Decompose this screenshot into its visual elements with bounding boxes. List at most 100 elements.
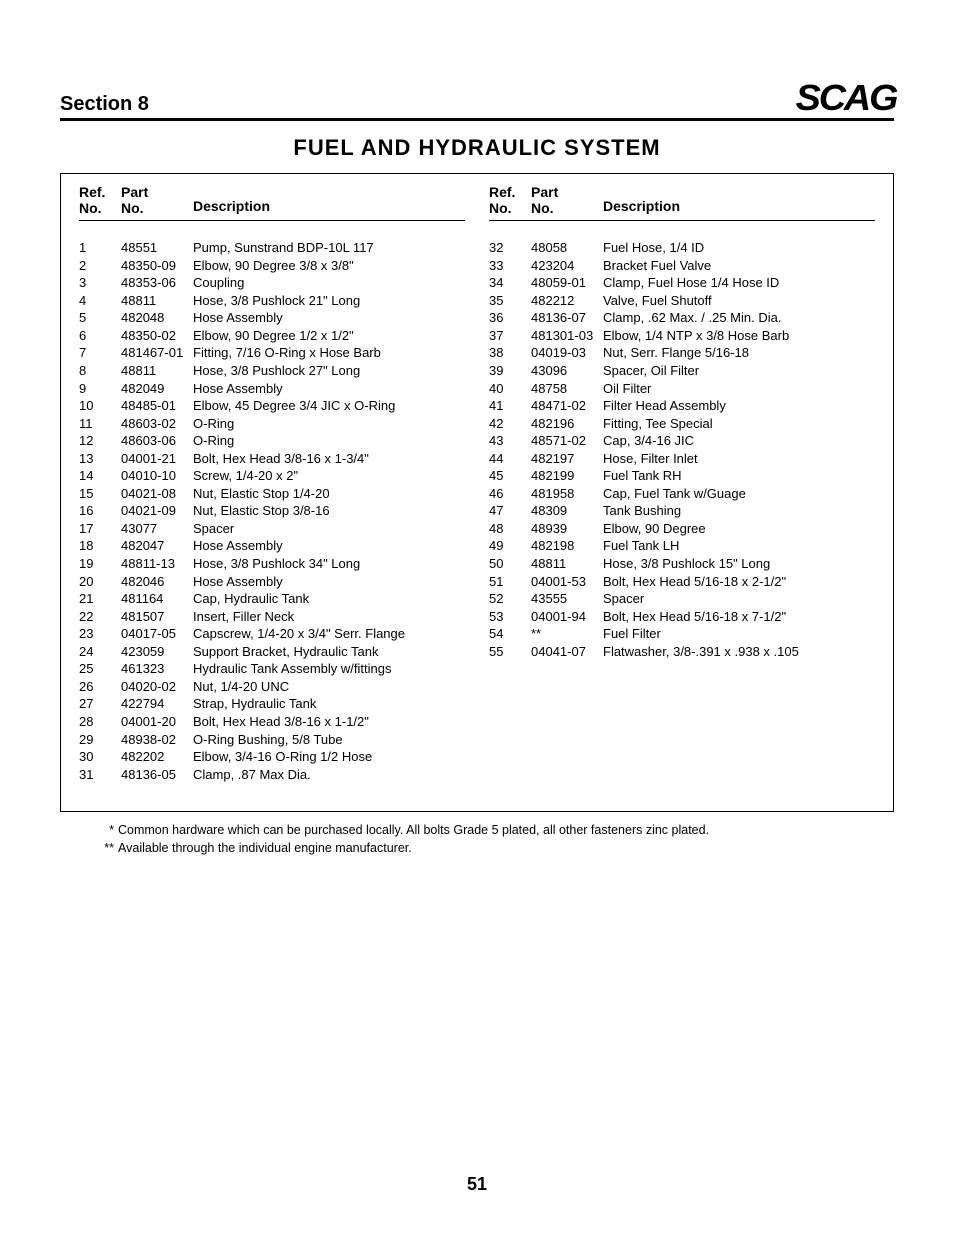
cell-part-no: 481507 <box>121 608 193 626</box>
cell-part-no: 481467-01 <box>121 344 193 362</box>
table-row: 5104001-53Bolt, Hex Head 5/16-18 x 2-1/2… <box>489 573 875 591</box>
cell-description: Tank Bushing <box>603 502 875 520</box>
table-row: 5482048Hose Assembly <box>79 309 465 327</box>
cell-ref-no: 41 <box>489 397 531 415</box>
table-row: 4348571-02Cap, 3/4-16 JIC <box>489 432 875 450</box>
table-row: 3943096Spacer, Oil Filter <box>489 362 875 380</box>
table-row: 1148603-02O-Ring <box>79 415 465 433</box>
cell-ref-no: 2 <box>79 257 121 275</box>
table-row: 5504041-07Flatwasher, 3/8-.391 x .938 x … <box>489 643 875 661</box>
cell-ref-no: 49 <box>489 537 531 555</box>
cell-ref-no: 18 <box>79 537 121 555</box>
column-header: Ref. No. Part No. Description <box>79 184 465 221</box>
table-row: 18482047Hose Assembly <box>79 537 465 555</box>
cell-description: Fuel Hose, 1/4 ID <box>603 239 875 257</box>
cell-part-no: 482202 <box>121 748 193 766</box>
table-row: 37481301-03Elbow, 1/4 NTP x 3/8 Hose Bar… <box>489 327 875 345</box>
table-row: 54**Fuel Filter <box>489 625 875 643</box>
table-row: 1743077Spacer <box>79 520 465 538</box>
header-ref-l2: No. <box>79 200 102 216</box>
cell-part-no: 43096 <box>531 362 603 380</box>
cell-ref-no: 34 <box>489 274 531 292</box>
table-row: 2804001-20Bolt, Hex Head 3/8-16 x 1-1/2" <box>79 713 465 731</box>
cell-ref-no: 4 <box>79 292 121 310</box>
table-row: 45482199Fuel Tank RH <box>489 467 875 485</box>
table-row: 25461323Hydraulic Tank Assembly w/fittin… <box>79 660 465 678</box>
cell-part-no: 48353-06 <box>121 274 193 292</box>
table-row: 49482198Fuel Tank LH <box>489 537 875 555</box>
cell-description: Clamp, Fuel Hose 1/4 Hose ID <box>603 274 875 292</box>
cell-description: Hose Assembly <box>193 380 465 398</box>
cell-part-no: 48350-02 <box>121 327 193 345</box>
cell-description: Elbow, 1/4 NTP x 3/8 Hose Barb <box>603 327 875 345</box>
cell-ref-no: 28 <box>79 713 121 731</box>
cell-part-no: 482049 <box>121 380 193 398</box>
cell-ref-no: 29 <box>79 731 121 749</box>
cell-ref-no: 44 <box>489 450 531 468</box>
cell-description: Hose Assembly <box>193 573 465 591</box>
cell-part-no: 482196 <box>531 415 603 433</box>
table-row: 2304017-05Capscrew, 1/4-20 x 3/4" Serr. … <box>79 625 465 643</box>
cell-part-no: 04001-53 <box>531 573 603 591</box>
table-row: 5048811Hose, 3/8 Pushlock 15" Long <box>489 555 875 573</box>
cell-description: Nut, Elastic Stop 1/4-20 <box>193 485 465 503</box>
cell-part-no: 423204 <box>531 257 603 275</box>
cell-ref-no: 19 <box>79 555 121 573</box>
header-ref-l1: Ref. <box>79 184 105 200</box>
cell-ref-no: 1 <box>79 239 121 257</box>
cell-part-no: 423059 <box>121 643 193 661</box>
cell-description: Fitting, 7/16 O-Ring x Hose Barb <box>193 344 465 362</box>
cell-description: Hose, 3/8 Pushlock 15" Long <box>603 555 875 573</box>
cell-part-no: 48571-02 <box>531 432 603 450</box>
cell-ref-no: 45 <box>489 467 531 485</box>
cell-description: Bolt, Hex Head 5/16-18 x 7-1/2" <box>603 608 875 626</box>
cell-description: Elbow, 90 Degree 3/8 x 3/8" <box>193 257 465 275</box>
cell-part-no: 04020-02 <box>121 678 193 696</box>
cell-ref-no: 14 <box>79 467 121 485</box>
table-row: 21481164Cap, Hydraulic Tank <box>79 590 465 608</box>
cell-part-no: 04001-94 <box>531 608 603 626</box>
cell-part-no: 48551 <box>121 239 193 257</box>
cell-part-no: 48811 <box>121 362 193 380</box>
table-row: 1048485-01Elbow, 45 Degree 3/4 JIC x O-R… <box>79 397 465 415</box>
cell-ref-no: 12 <box>79 432 121 450</box>
header-part-l2: No. <box>531 200 554 216</box>
table-row: 20482046Hose Assembly <box>79 573 465 591</box>
cell-part-no: 482212 <box>531 292 603 310</box>
scag-logo: SCAG <box>796 80 897 116</box>
cell-ref-no: 54 <box>489 625 531 643</box>
cell-part-no: 482197 <box>531 450 603 468</box>
cell-description: Hose, 3/8 Pushlock 27" Long <box>193 362 465 380</box>
header-part-no: Part No. <box>121 184 193 216</box>
cell-part-no: 482046 <box>121 573 193 591</box>
cell-ref-no: 22 <box>79 608 121 626</box>
cell-ref-no: 53 <box>489 608 531 626</box>
page-number: 51 <box>0 1174 954 1195</box>
table-row: 35482212Valve, Fuel Shutoff <box>489 292 875 310</box>
cell-ref-no: 30 <box>79 748 121 766</box>
table-row: 2948938-02O-Ring Bushing, 5/8 Tube <box>79 731 465 749</box>
cell-ref-no: 16 <box>79 502 121 520</box>
cell-part-no: 48059-01 <box>531 274 603 292</box>
cell-description: Insert, Filler Neck <box>193 608 465 626</box>
cell-ref-no: 47 <box>489 502 531 520</box>
footnote-text: Common hardware which can be purchased l… <box>118 822 709 840</box>
cell-part-no: 48603-06 <box>121 432 193 450</box>
cell-part-no: ** <box>531 625 603 643</box>
cell-description: Coupling <box>193 274 465 292</box>
cell-description: Hose, 3/8 Pushlock 34" Long <box>193 555 465 573</box>
cell-part-no: 48350-09 <box>121 257 193 275</box>
table-row: 27422794Strap, Hydraulic Tank <box>79 695 465 713</box>
table-row: 4748309Tank Bushing <box>489 502 875 520</box>
parts-table: Ref. No. Part No. Description 148551Pump… <box>60 173 894 812</box>
cell-part-no: 48136-05 <box>121 766 193 784</box>
cell-ref-no: 26 <box>79 678 121 696</box>
cell-description: Spacer <box>193 520 465 538</box>
cell-description: Hydraulic Tank Assembly w/fittings <box>193 660 465 678</box>
footnote: *Common hardware which can be purchased … <box>92 822 894 840</box>
cell-ref-no: 20 <box>79 573 121 591</box>
footnote: **Available through the individual engin… <box>92 840 894 858</box>
footnote-mark: ** <box>92 840 118 858</box>
cell-description: Nut, 1/4-20 UNC <box>193 678 465 696</box>
cell-description: Hose, Filter Inlet <box>603 450 875 468</box>
